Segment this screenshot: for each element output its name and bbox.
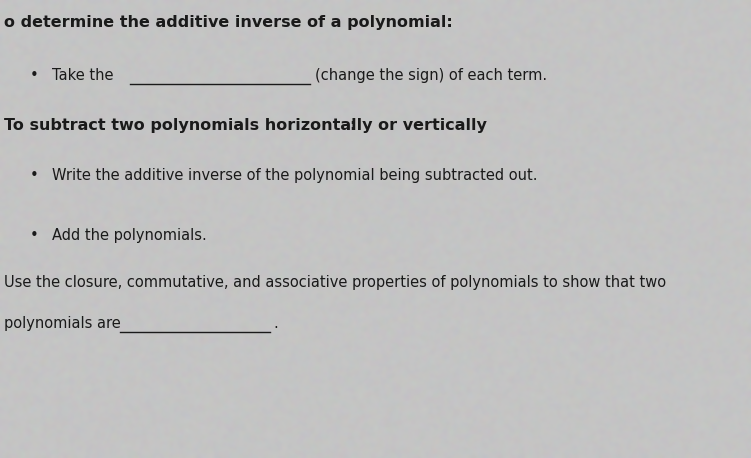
Text: polynomials are: polynomials are [4, 316, 121, 331]
Text: To subtract two polynomials horizontally or vertically: To subtract two polynomials horizontally… [4, 118, 487, 133]
Text: Write the additive inverse of the polynomial being subtracted out.: Write the additive inverse of the polyno… [52, 168, 538, 183]
Text: Add the polynomials.: Add the polynomials. [52, 228, 207, 243]
Text: Use the closure, commutative, and associative properties of polynomials to show : Use the closure, commutative, and associ… [4, 275, 666, 290]
Text: :: : [350, 118, 356, 133]
Text: .: . [273, 316, 278, 331]
Text: o determine the additive inverse of a polynomial:: o determine the additive inverse of a po… [4, 15, 453, 30]
Text: (change the sign) of each term.: (change the sign) of each term. [315, 68, 547, 83]
Text: Take the: Take the [52, 68, 113, 83]
Text: •: • [30, 228, 39, 243]
Text: •: • [30, 68, 39, 83]
Text: •: • [30, 168, 39, 183]
